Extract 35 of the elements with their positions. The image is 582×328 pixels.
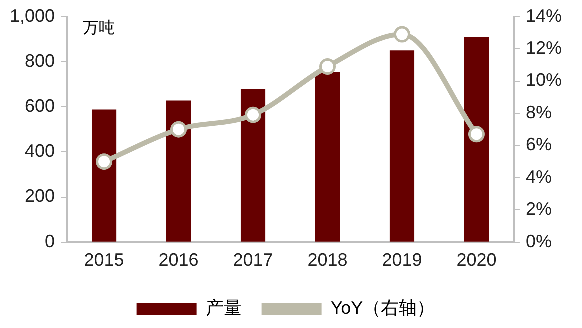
y-tick-label: 0 — [45, 231, 56, 252]
bar — [240, 89, 266, 242]
y2-tick-label: 2% — [526, 199, 552, 220]
y-tick-label: 800 — [24, 50, 56, 71]
y2-tick-label: 4% — [526, 166, 552, 187]
y-tick-label: 200 — [24, 186, 56, 206]
y2-tick-label: 10% — [526, 70, 562, 90]
y2-tick-label: 8% — [526, 102, 552, 122]
point — [394, 26, 410, 43]
x-tick-label: 2016 — [158, 250, 199, 270]
point — [245, 106, 262, 124]
y-tick-label: 600 — [24, 96, 56, 116]
point — [320, 58, 336, 76]
y-tick-label: 400 — [24, 141, 56, 162]
bar — [92, 110, 117, 242]
point — [468, 126, 485, 143]
point — [96, 154, 113, 170]
legend-label: YoY（右轴） — [330, 298, 436, 318]
x-tick-label: 2020 — [456, 250, 497, 270]
bar — [166, 100, 192, 242]
y-axis-title: 万吨 — [83, 19, 116, 38]
x-tick-label: 2017 — [233, 250, 274, 270]
y-tick-label: 1,000 — [10, 6, 56, 26]
y2-tick-label: 6% — [526, 134, 552, 155]
bar — [315, 72, 340, 242]
x-tick-label: 2015 — [84, 250, 124, 270]
y2-tick-label: 0% — [526, 231, 552, 252]
x-tick-label: 2019 — [382, 250, 422, 270]
x-tick-label: 2018 — [308, 250, 348, 270]
y2-tick-label: 12% — [526, 38, 562, 58]
legend-label: 产量 — [206, 298, 242, 318]
bar — [464, 38, 490, 242]
bar — [390, 50, 415, 242]
y2-tick-label: 14% — [526, 6, 562, 26]
point — [170, 121, 188, 138]
